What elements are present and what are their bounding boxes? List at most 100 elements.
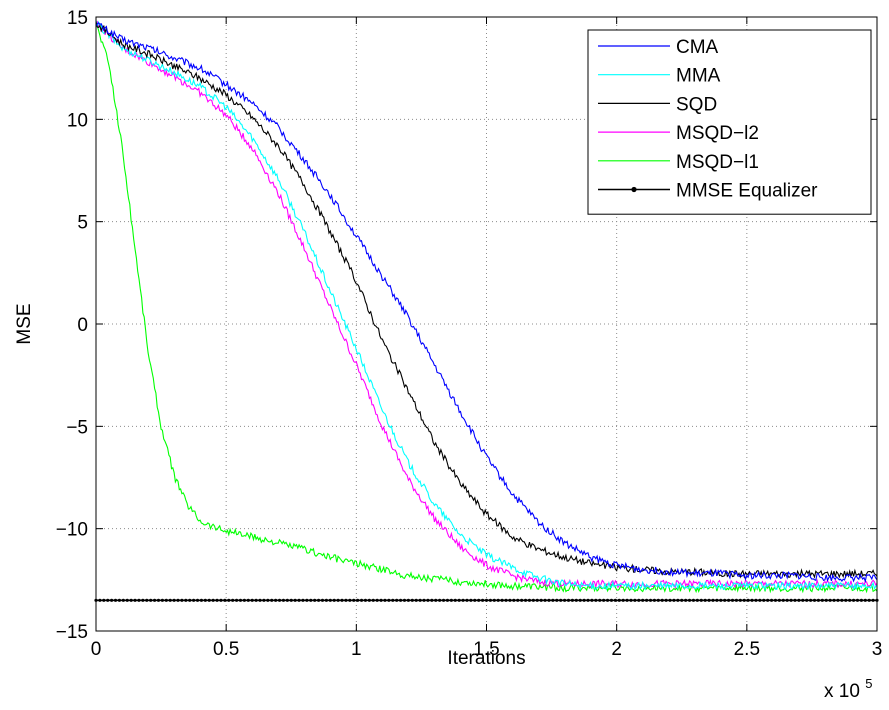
y-tick-label: 5 — [77, 213, 88, 234]
legend-label: MMA — [676, 66, 721, 87]
series-marker — [406, 598, 410, 602]
series-marker — [199, 598, 204, 602]
series-marker — [473, 598, 477, 602]
series-marker — [168, 598, 172, 602]
series-marker — [863, 598, 867, 602]
y-tick-label: −10 — [56, 520, 88, 541]
series-marker — [758, 598, 762, 602]
series-marker — [848, 598, 852, 602]
x-tick-label: 2 — [611, 639, 622, 660]
series-marker — [531, 598, 535, 602]
series-marker — [727, 598, 731, 602]
series-marker — [590, 598, 594, 602]
series-marker — [520, 598, 524, 602]
series-marker — [746, 598, 750, 602]
series-marker — [504, 598, 508, 602]
series-marker — [613, 598, 617, 602]
series-marker — [680, 598, 684, 602]
series-marker — [836, 598, 840, 602]
series-marker — [457, 598, 461, 602]
y-axis-title: MSE — [14, 303, 35, 344]
series-marker — [395, 598, 399, 602]
series-marker — [289, 598, 293, 602]
series-marker — [383, 598, 387, 602]
series-marker — [449, 598, 453, 602]
series-marker — [563, 598, 567, 602]
series-marker — [609, 598, 614, 602]
series-marker — [418, 598, 422, 602]
series-marker — [164, 598, 168, 602]
series-marker — [223, 598, 227, 602]
series-marker — [227, 598, 231, 602]
series-line-0 — [95, 22, 878, 584]
legend-label: SQD — [676, 94, 717, 115]
series-marker — [207, 598, 211, 602]
series-marker — [496, 598, 500, 602]
series-marker — [117, 598, 122, 602]
series-marker — [641, 598, 645, 602]
series-marker — [570, 598, 575, 602]
series-marker — [586, 598, 590, 602]
series-marker — [102, 598, 106, 602]
series-marker — [789, 598, 793, 602]
x-exponent-power: 5 — [865, 676, 872, 691]
series-marker — [617, 598, 621, 602]
series-marker — [719, 598, 723, 602]
series-marker — [480, 598, 485, 602]
series-marker — [106, 598, 110, 602]
series-marker — [828, 598, 832, 602]
series-marker — [297, 598, 301, 602]
series-marker — [820, 598, 824, 602]
series-marker — [539, 598, 543, 602]
x-tick-label: 0 — [91, 639, 102, 660]
series-marker — [149, 598, 153, 602]
series-marker — [578, 598, 582, 602]
series-marker — [547, 598, 551, 602]
series-marker — [695, 598, 699, 602]
series-marker — [645, 598, 649, 602]
series-marker — [336, 598, 340, 602]
series-marker — [508, 598, 512, 602]
series-marker — [188, 598, 192, 602]
axis-ticks: 0 0.5 1 1.5 2 2.5 3 −15 −10 −5 0 5 10 15 — [56, 8, 883, 660]
series-marker — [426, 598, 430, 602]
series-marker — [703, 598, 707, 602]
series-line-4 — [95, 23, 878, 594]
series-marker — [445, 598, 450, 602]
series-marker — [270, 598, 274, 602]
series-marker — [500, 598, 504, 602]
series-marker — [484, 598, 489, 602]
series-marker — [422, 598, 426, 602]
series-marker — [687, 598, 692, 602]
series-marker — [648, 598, 653, 602]
series-marker — [676, 598, 680, 602]
series-marker — [492, 598, 496, 602]
series-marker — [801, 598, 805, 602]
legend-label: MSQD−l1 — [676, 152, 759, 173]
series-marker — [477, 598, 481, 602]
legend: CMA MMA SQD MSQD−l2 MSQD−l1 MMSE Equalizer — [587, 29, 872, 215]
series-marker — [285, 598, 289, 602]
series-marker — [152, 598, 157, 602]
series-marker — [176, 598, 180, 602]
series-marker — [629, 598, 633, 602]
series-marker — [621, 598, 625, 602]
series-marker — [465, 598, 469, 602]
series-marker — [625, 598, 629, 602]
series-marker — [398, 598, 403, 602]
series-marker — [730, 598, 735, 602]
series-marker — [816, 598, 821, 602]
x-tick-label: 2.5 — [734, 639, 760, 660]
series-marker — [469, 598, 473, 602]
series-line-1 — [95, 20, 878, 592]
series-marker — [598, 598, 602, 602]
series-marker — [281, 598, 286, 602]
series-marker — [359, 598, 364, 602]
series-marker — [277, 598, 282, 602]
x-tick-label: 0.5 — [213, 639, 239, 660]
series-marker — [430, 598, 434, 602]
series-marker — [133, 598, 137, 602]
series-marker — [203, 598, 207, 602]
series-marker — [652, 598, 657, 602]
series-marker — [527, 598, 532, 602]
